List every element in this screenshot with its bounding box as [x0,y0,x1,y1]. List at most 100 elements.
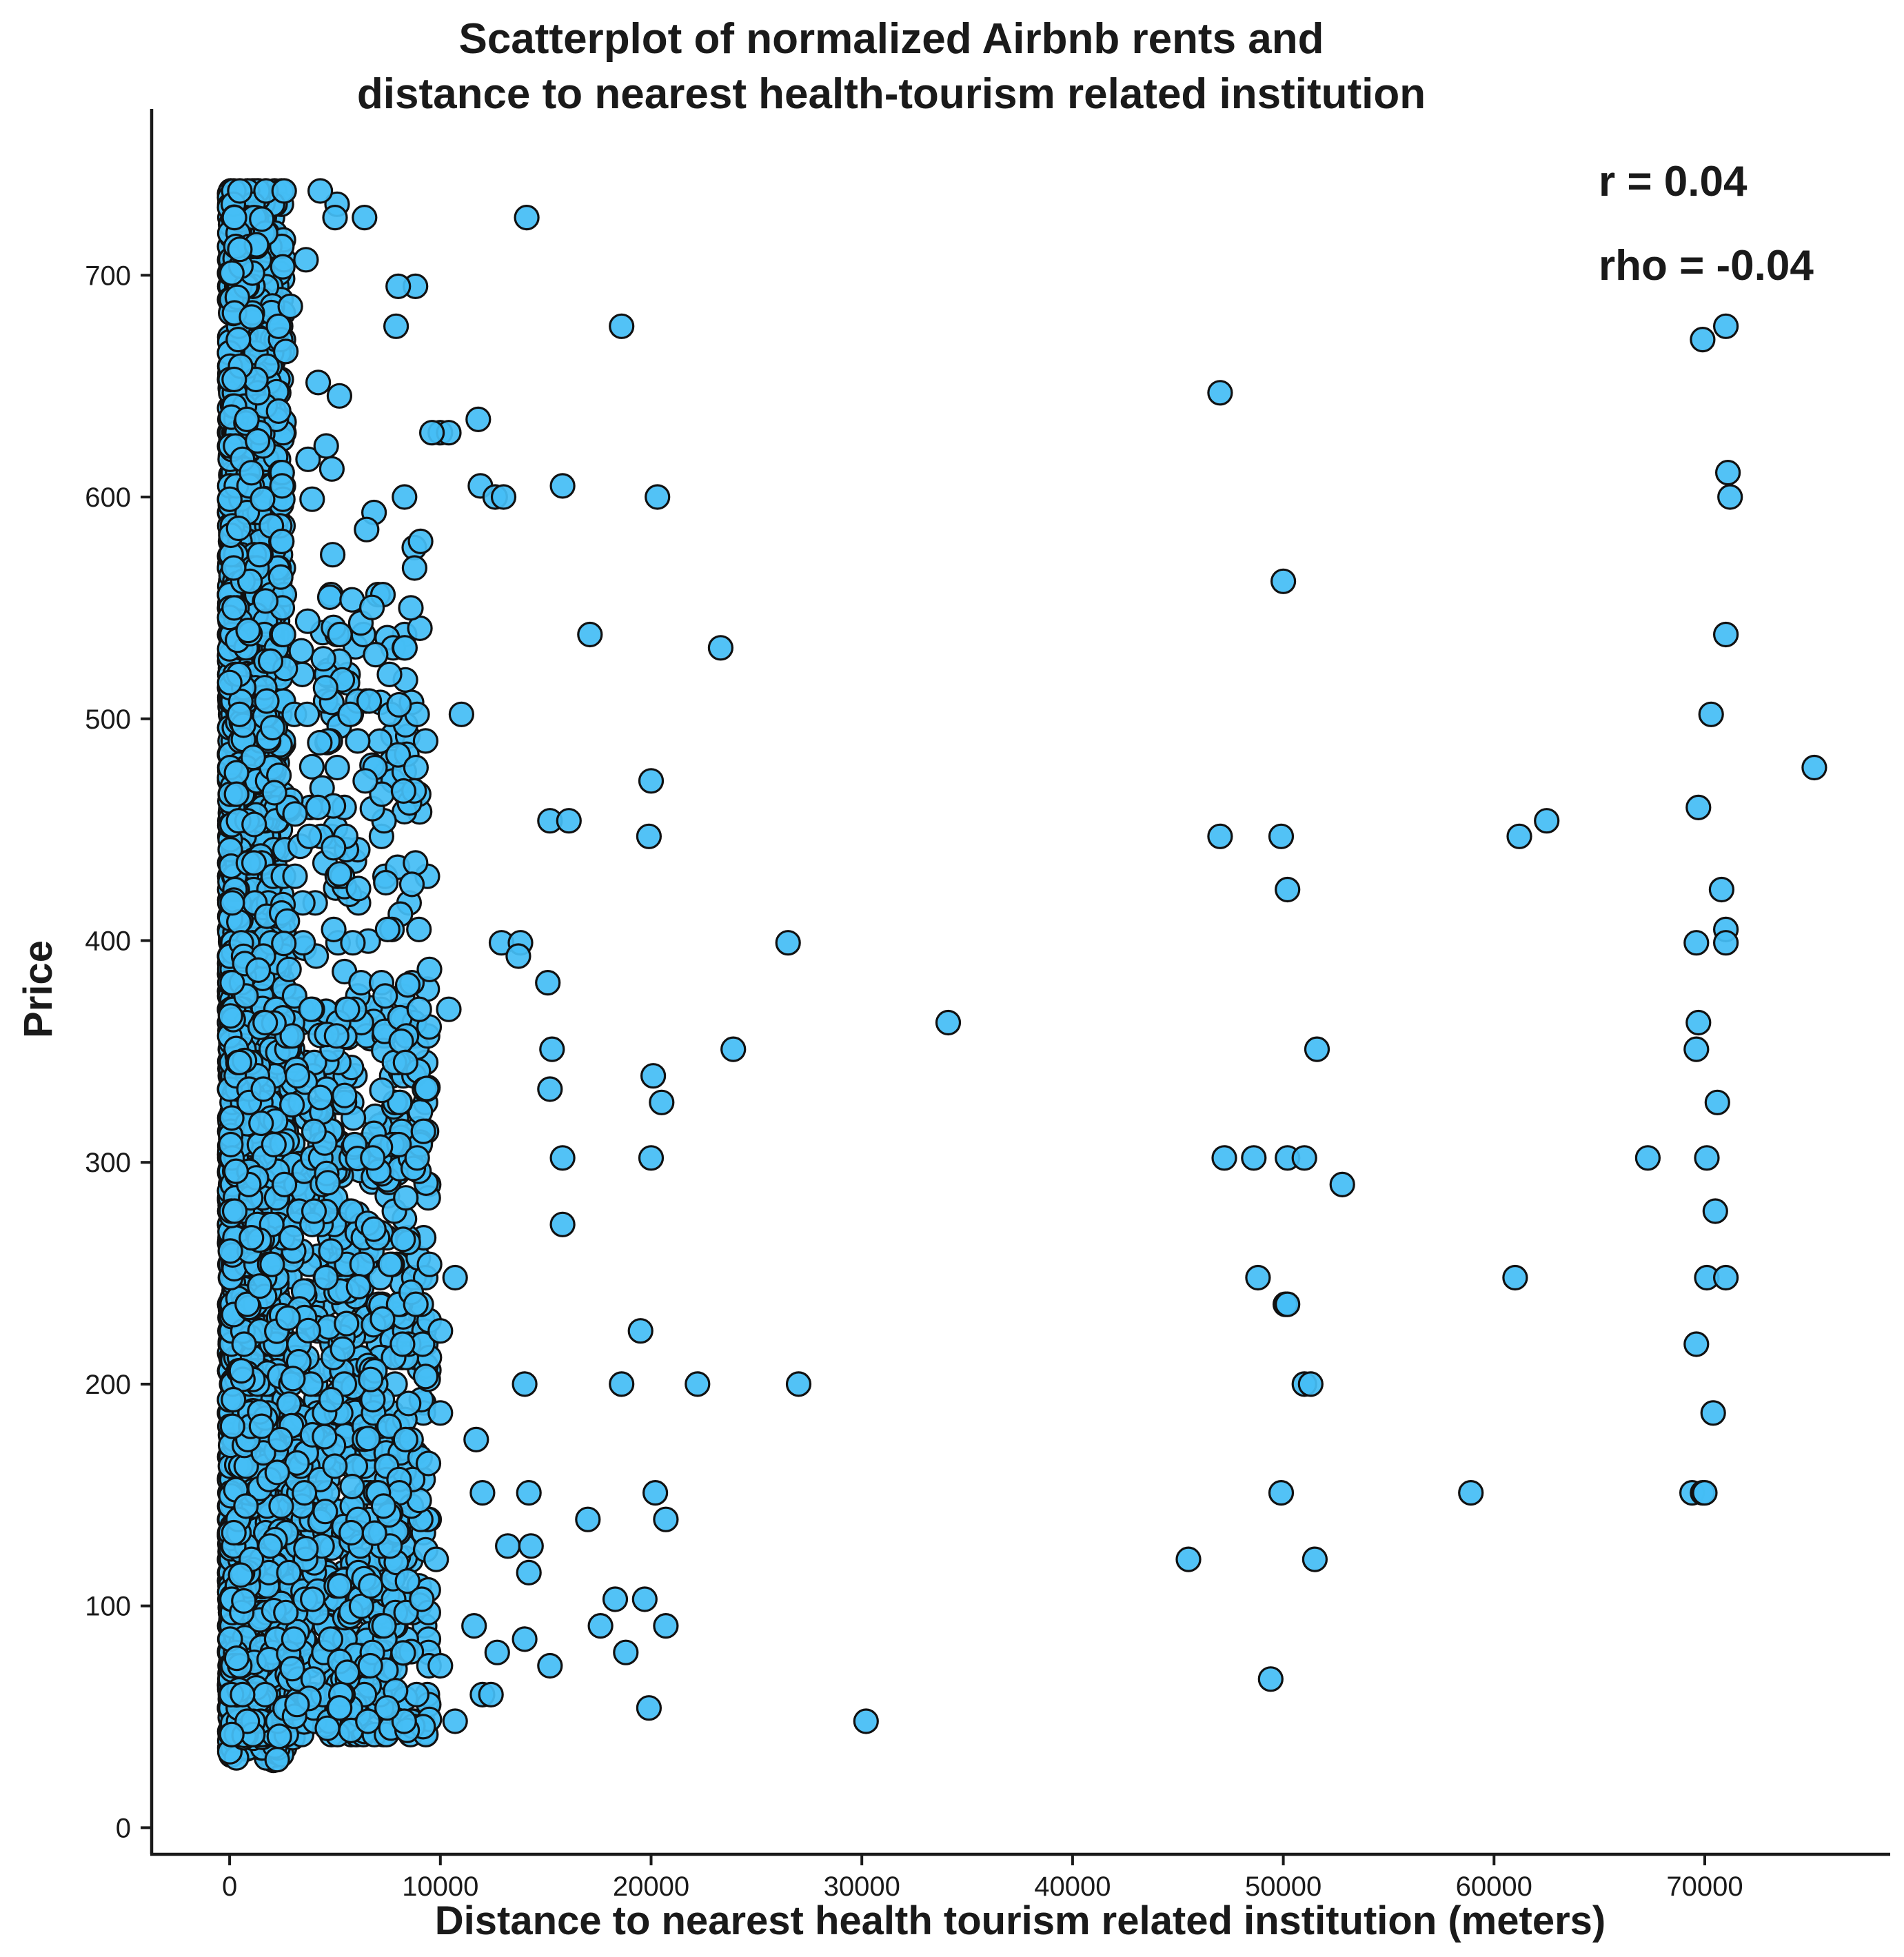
scatter-point [334,1310,360,1337]
chart-title-line-1: Scatterplot of normalized Airbnb rents a… [458,15,1324,63]
chart-title-line-2: distance to nearest health-tourism relat… [357,70,1426,118]
scatter-point [653,1506,679,1532]
scatter-point [1502,1264,1528,1291]
scatter-point [239,460,265,486]
scatter-point [356,688,383,714]
scatter-point [219,260,245,286]
scatter-point [609,313,635,339]
scatter-point [268,1493,294,1519]
scatter-point [219,1105,245,1131]
scatter-point [259,714,285,741]
scatter-point [227,1562,254,1588]
scatter-point [332,1082,358,1108]
scatter-point [518,1533,544,1559]
scatter-point [442,1264,468,1291]
scatter-point [254,688,280,714]
scatter-point [228,1357,254,1384]
scatter-point [412,728,439,754]
scatter-point [427,1652,454,1679]
scatter-point [357,1652,383,1679]
scatter-point [312,675,338,701]
scatter-point [1708,876,1734,903]
scatter-point [358,1366,384,1392]
scatter-point [219,969,245,996]
scatter-point [265,398,292,425]
x-tick-label: 60000 [1456,1872,1532,1902]
scatter-point [685,1371,711,1397]
scatter-point [410,1118,436,1144]
scatter-point [305,369,332,396]
scatter-point [514,205,540,231]
scatter-point [264,1747,290,1773]
scatter-point [307,729,333,756]
scatter-point [240,744,266,771]
scatter-point [221,1386,247,1413]
scatter-point [266,1723,292,1750]
scatter-point [324,754,350,781]
scatter-point [1694,1145,1720,1171]
scatter-point [279,1092,305,1118]
scatter-point [427,1318,454,1344]
scatter-point [556,808,582,834]
scatter-point [448,701,475,727]
scatter-point [216,486,243,512]
scatter-point [314,1715,341,1741]
scatter-point [1275,876,1301,903]
y-tick-label: 600 [85,483,131,513]
scatter-point [334,996,361,1022]
scatter-point [416,956,443,982]
scatter-point [274,908,301,934]
scatter-point [385,273,412,299]
scatter-point [272,1171,298,1198]
scatter-point [292,1480,318,1506]
scatter-point [575,1506,601,1532]
x-tick-label: 20000 [613,1872,689,1902]
scatter-point [252,588,278,614]
scatter-point [312,1499,338,1525]
scatter-point [279,1656,305,1682]
scatter-point [653,1613,679,1639]
scatter-point [516,1480,542,1506]
scatter-point [281,1626,307,1652]
scatter-point [484,1639,510,1665]
scatter-point [284,1063,311,1089]
scatter-point [388,1028,414,1055]
scatter-point [277,293,303,319]
scatter-point [225,327,252,353]
spearman-rho-annotation: rho = -0.04 [1599,242,1814,290]
scatter-point [406,916,432,943]
scatter-point [218,1131,244,1158]
scatter-point [345,728,371,754]
x-tick-label: 40000 [1034,1872,1111,1902]
scatter-point [409,1586,435,1612]
scatter-point [1700,1400,1726,1426]
scatter-point [1297,1371,1324,1397]
scatter-point [221,205,247,231]
scatter-point [300,1586,326,1612]
scatter-point [301,1118,327,1144]
scatter-point [250,1076,276,1102]
scatter-point [340,930,366,956]
y-tick-label: 200 [85,1370,131,1400]
scatter-point [407,528,434,555]
scatter-point [322,1453,348,1479]
scatter-point [1304,1036,1330,1062]
scatter-point [345,875,372,902]
scatter-point [217,1238,243,1264]
y-tick-label: 300 [85,1148,131,1178]
scatter-point [338,1519,365,1546]
scatter-point [223,1158,249,1184]
scatter-point [636,1695,662,1721]
scatter-point [316,584,343,611]
scatter-point [1506,823,1532,849]
scatter-point [537,1652,563,1679]
scatter-point [398,595,424,621]
scatter-point [295,446,321,472]
scatter-point [638,1145,665,1171]
scatter-point [512,1626,538,1652]
scatter-point [230,1681,256,1707]
scatter-point [1717,484,1743,510]
scatter-point [318,456,345,482]
scatter-point [1715,459,1741,486]
scatter-point [245,957,272,984]
